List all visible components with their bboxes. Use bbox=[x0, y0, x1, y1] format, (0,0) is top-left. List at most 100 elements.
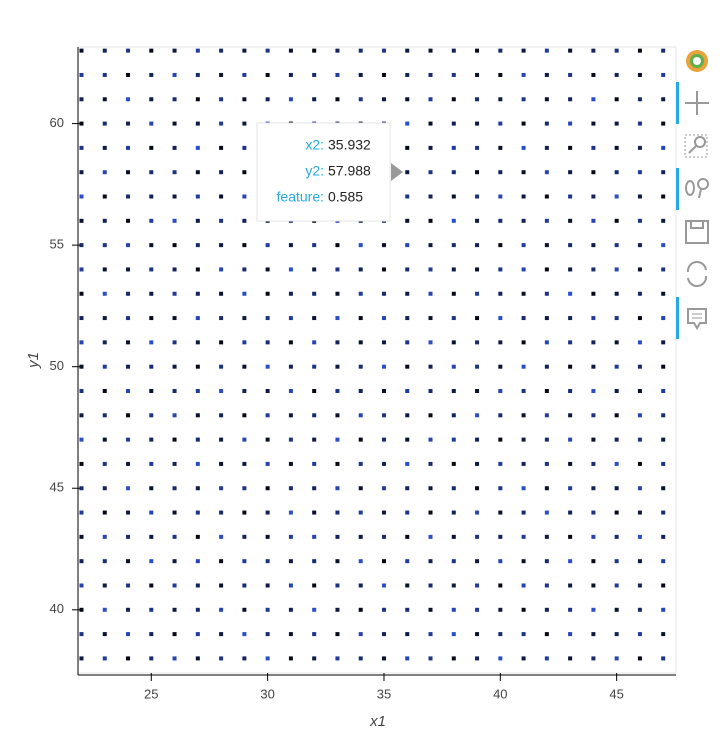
point bbox=[242, 486, 247, 491]
box-zoom-tool[interactable] bbox=[684, 134, 708, 158]
point bbox=[312, 364, 317, 369]
point bbox=[637, 583, 642, 588]
point bbox=[498, 316, 503, 321]
point bbox=[219, 364, 224, 369]
point bbox=[242, 145, 247, 150]
point bbox=[358, 267, 363, 272]
point bbox=[312, 486, 317, 491]
point bbox=[335, 413, 340, 418]
point bbox=[498, 194, 503, 199]
point bbox=[591, 510, 596, 515]
point bbox=[312, 48, 317, 53]
point bbox=[288, 267, 293, 272]
point bbox=[242, 583, 247, 588]
point bbox=[312, 656, 317, 661]
point bbox=[544, 364, 549, 369]
point bbox=[195, 97, 200, 102]
point bbox=[568, 510, 573, 515]
point bbox=[637, 413, 642, 418]
point bbox=[381, 72, 386, 77]
point bbox=[265, 364, 270, 369]
points bbox=[79, 48, 666, 661]
point bbox=[451, 243, 456, 248]
point bbox=[79, 583, 84, 588]
tooltip: x2: 35.932 y2: 57.988 feature: 0.585 bbox=[256, 122, 403, 222]
point bbox=[219, 510, 224, 515]
point bbox=[335, 364, 340, 369]
point bbox=[358, 583, 363, 588]
point bbox=[335, 607, 340, 612]
point bbox=[637, 461, 642, 466]
point bbox=[498, 510, 503, 515]
point bbox=[149, 413, 154, 418]
save-tool[interactable] bbox=[685, 220, 709, 244]
wheel-zoom-tool[interactable] bbox=[685, 178, 709, 199]
point bbox=[661, 121, 666, 126]
point bbox=[149, 291, 154, 296]
point bbox=[614, 607, 619, 612]
point bbox=[544, 656, 549, 661]
point bbox=[614, 145, 619, 150]
point bbox=[475, 461, 480, 466]
point bbox=[265, 437, 270, 442]
tooltip-value: 35.932 bbox=[328, 137, 371, 153]
point bbox=[381, 534, 386, 539]
point bbox=[521, 559, 526, 564]
point bbox=[149, 632, 154, 637]
point bbox=[568, 364, 573, 369]
point bbox=[312, 388, 317, 393]
point bbox=[381, 97, 386, 102]
hover-tool[interactable] bbox=[687, 308, 707, 330]
point bbox=[521, 510, 526, 515]
point bbox=[498, 364, 503, 369]
point bbox=[544, 121, 549, 126]
point bbox=[335, 559, 340, 564]
point bbox=[428, 145, 433, 150]
point bbox=[219, 607, 224, 612]
x-tick-label: 35 bbox=[377, 686, 391, 701]
point bbox=[591, 170, 596, 175]
point bbox=[219, 534, 224, 539]
point bbox=[591, 218, 596, 223]
point bbox=[126, 267, 131, 272]
point bbox=[172, 218, 177, 223]
point bbox=[102, 461, 107, 466]
point bbox=[661, 413, 666, 418]
point bbox=[405, 656, 410, 661]
point bbox=[498, 583, 503, 588]
point bbox=[102, 413, 107, 418]
point bbox=[451, 316, 456, 321]
point bbox=[219, 194, 224, 199]
point bbox=[381, 48, 386, 53]
reset-tool[interactable] bbox=[686, 261, 708, 287]
point bbox=[381, 437, 386, 442]
point bbox=[544, 97, 549, 102]
point bbox=[265, 510, 270, 515]
tooltip-value: 0.585 bbox=[328, 189, 363, 205]
point bbox=[637, 48, 642, 53]
point bbox=[521, 267, 526, 272]
point bbox=[381, 291, 386, 296]
point bbox=[591, 267, 596, 272]
point bbox=[428, 632, 433, 637]
point bbox=[405, 97, 410, 102]
point bbox=[661, 510, 666, 515]
point bbox=[312, 534, 317, 539]
point bbox=[358, 510, 363, 515]
point bbox=[428, 510, 433, 515]
point bbox=[79, 388, 84, 393]
point bbox=[149, 121, 154, 126]
point bbox=[405, 364, 410, 369]
point bbox=[475, 316, 480, 321]
point bbox=[475, 437, 480, 442]
point bbox=[614, 486, 619, 491]
point bbox=[102, 291, 107, 296]
pan-tool[interactable] bbox=[685, 91, 709, 115]
point bbox=[568, 607, 573, 612]
point bbox=[637, 607, 642, 612]
point bbox=[288, 291, 293, 296]
y-tick-label: 40 bbox=[50, 601, 64, 616]
point bbox=[451, 510, 456, 515]
point bbox=[265, 340, 270, 345]
point bbox=[661, 243, 666, 248]
